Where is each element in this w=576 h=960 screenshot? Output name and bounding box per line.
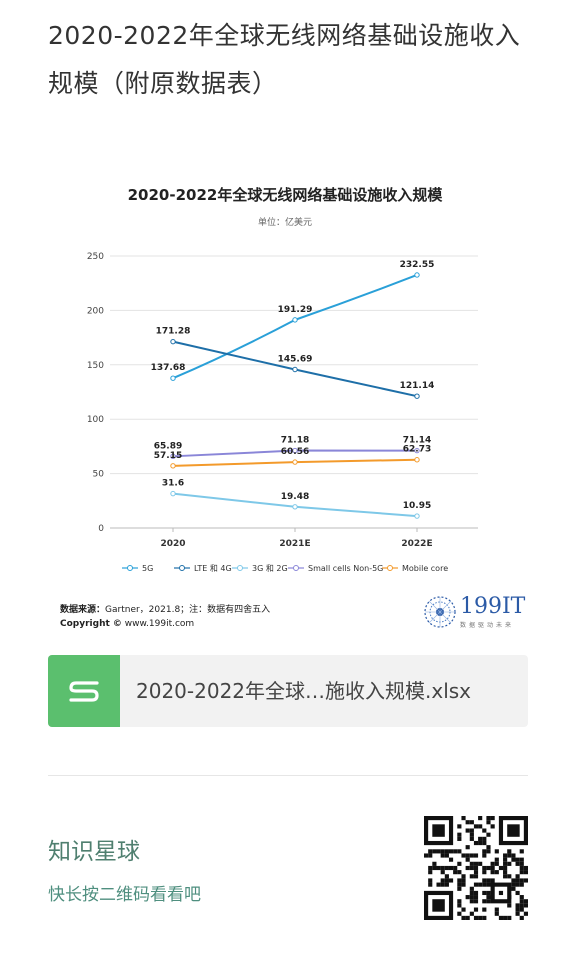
source-line: 数据来源：Gartner，2021.8；注：数据有四舍五入 bbox=[60, 602, 270, 615]
copyright-text: www.199it.com bbox=[124, 619, 195, 629]
data-label: 10.95 bbox=[403, 501, 431, 511]
data-label: 191.29 bbox=[278, 305, 313, 315]
legend-item: 3G 和 2G bbox=[232, 564, 288, 573]
legend-item: Small cells Non-5G bbox=[288, 564, 383, 573]
data-point bbox=[170, 463, 176, 469]
logo-text: 199IT bbox=[460, 594, 526, 619]
legend-label: 3G 和 2G bbox=[252, 564, 288, 573]
legend-label: 5G bbox=[142, 564, 153, 573]
data-point bbox=[170, 338, 176, 345]
spreadsheet-s-icon bbox=[48, 655, 120, 727]
data-point bbox=[170, 375, 176, 381]
y-tick-label: 250 bbox=[87, 252, 104, 262]
knowledge-planet-subtitle: 快长按二维码看看吧 bbox=[48, 885, 201, 905]
page-title: 2020-2022年全球无线网络基础设施收入规模（附原数据表） bbox=[48, 21, 521, 98]
data-point bbox=[292, 459, 298, 465]
legend-marker bbox=[127, 565, 133, 571]
y-tick-label: 0 bbox=[98, 524, 104, 534]
data-point bbox=[414, 272, 420, 278]
data-point bbox=[414, 457, 420, 463]
data-label: 57.15 bbox=[154, 451, 182, 461]
data-label: 232.55 bbox=[400, 260, 435, 270]
data-point bbox=[414, 393, 420, 399]
file-name: 2020-2022年全球…施收入规模.xlsx bbox=[136, 679, 472, 703]
data-point bbox=[292, 447, 298, 454]
chart-series: 137.68 191.29 232.55 171.28 145.69 121.14 31.6… bbox=[151, 260, 435, 519]
data-point bbox=[170, 453, 176, 460]
data-label: 19.48 bbox=[281, 492, 309, 502]
chart-subtitle: 单位：亿美元 bbox=[258, 216, 312, 228]
legend-marker bbox=[387, 565, 393, 571]
data-point bbox=[292, 366, 298, 373]
source-text: Gartner，2021.8；注：数据有四舍五入 bbox=[105, 605, 271, 615]
data-label: 171.28 bbox=[156, 327, 191, 337]
data-label: 71.14 bbox=[403, 436, 431, 446]
logo-mark-icon bbox=[424, 596, 456, 628]
legend-item: LTE 和 4G bbox=[174, 564, 232, 573]
199it-logo: 199IT 数据驱动未来 bbox=[422, 592, 532, 632]
x-tick-label: 2022E bbox=[401, 539, 432, 549]
divider bbox=[48, 775, 528, 776]
y-tick-label: 150 bbox=[87, 361, 104, 371]
data-label: 62.73 bbox=[403, 445, 431, 455]
x-tick-label: 2020 bbox=[160, 539, 185, 549]
data-point bbox=[292, 317, 298, 323]
legend-label: LTE 和 4G bbox=[194, 564, 232, 573]
x-tick-label: 2021E bbox=[279, 539, 310, 549]
data-label: 137.68 bbox=[151, 363, 186, 373]
copyright-line: Copyright © www.199it.com bbox=[60, 619, 194, 629]
legend-item: 5G bbox=[122, 564, 153, 573]
data-label: 71.18 bbox=[281, 436, 309, 446]
chart-legend: 5G LTE 和 4G 3G 和 2G Small cells Non-5G Mobil… bbox=[122, 564, 448, 573]
data-point bbox=[170, 490, 176, 497]
data-label: 31.6 bbox=[162, 479, 184, 489]
logo-tagline: 数据驱动未来 bbox=[460, 622, 515, 629]
data-point bbox=[292, 504, 298, 510]
chart-axes: 0 50 100 150 200 250 2020 2021E 2022E bbox=[87, 252, 433, 549]
data-point bbox=[414, 447, 420, 454]
y-tick-label: 50 bbox=[93, 470, 105, 480]
source-label: 数据来源： bbox=[60, 605, 106, 615]
attachment-file-card[interactable]: 2020-2022年全球…施收入规模.xlsx bbox=[48, 655, 528, 727]
chart-image: 2020-2022年全球无线网络基础设施收入规模 单位：亿美元 0 50 100 15… bbox=[48, 172, 534, 636]
data-point bbox=[414, 513, 420, 519]
qr-code-icon[interactable] bbox=[424, 816, 528, 920]
y-tick-label: 200 bbox=[87, 306, 104, 316]
data-label: 60.56 bbox=[281, 447, 309, 457]
legend-label: Small cells Non-5G bbox=[308, 564, 383, 573]
legend-marker bbox=[179, 565, 185, 571]
knowledge-planet-title: 知识星球 bbox=[48, 839, 140, 865]
chart-title: 2020-2022年全球无线网络基础设施收入规模 bbox=[128, 186, 444, 204]
data-label: 121.14 bbox=[400, 381, 435, 391]
data-label: 145.69 bbox=[278, 354, 313, 364]
legend-item: Mobile core bbox=[382, 564, 448, 573]
data-label: 65.89 bbox=[154, 441, 182, 451]
line-chart: 2020-2022年全球无线网络基础设施收入规模 单位：亿美元 0 50 100 15… bbox=[87, 186, 478, 573]
y-tick-label: 100 bbox=[87, 415, 104, 425]
legend-marker bbox=[237, 565, 243, 571]
legend-label: Mobile core bbox=[402, 564, 448, 573]
copyright-label: Copyright © bbox=[60, 619, 122, 629]
legend-marker bbox=[293, 565, 299, 571]
